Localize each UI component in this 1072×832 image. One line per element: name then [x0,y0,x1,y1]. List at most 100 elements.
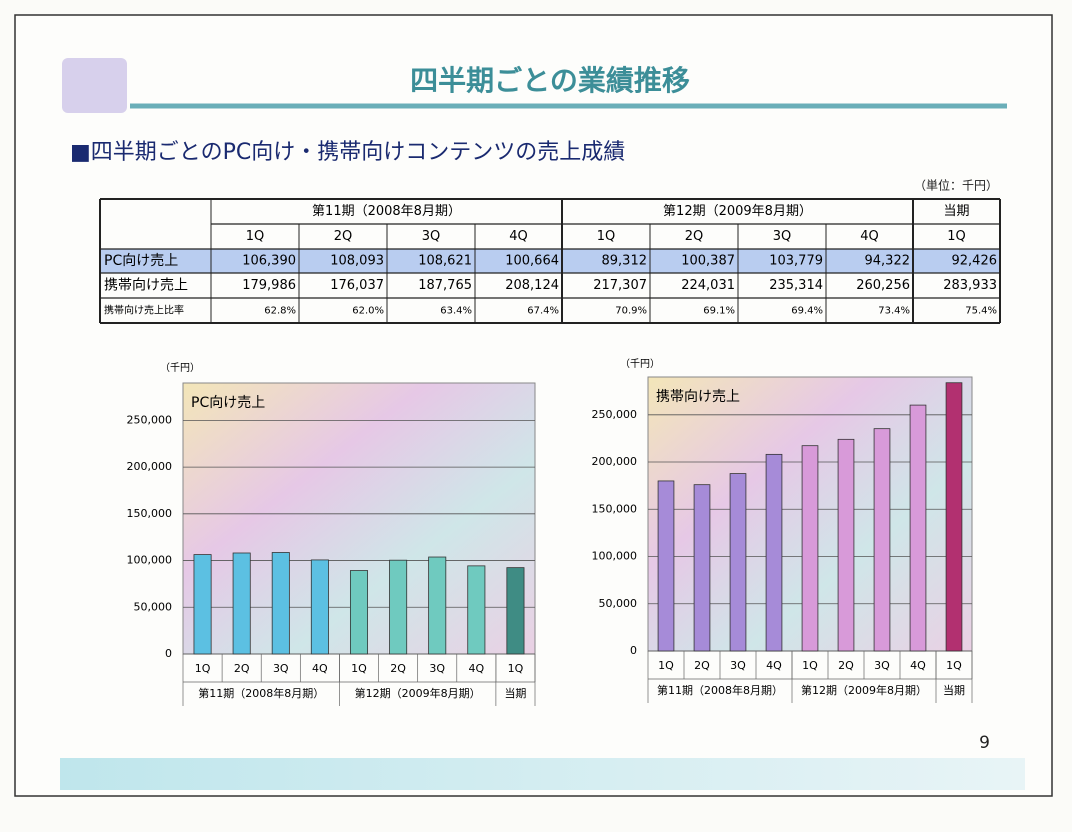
row-label: 携帯向け売上比率 [104,304,184,317]
quarter-header: 3Q [773,229,792,244]
x-tick-label: 1Q [802,659,818,672]
x-tick-label: 1Q [946,659,962,672]
row-label: 携帯向け売上 [104,278,188,294]
bar [389,559,408,655]
row-label: PC向け売上 [104,253,178,269]
bar [729,473,747,652]
period-header: 第12期（2009年8月期） [663,204,812,219]
x-tick-label: 3Q [874,659,890,672]
table-cell: 69.1% [703,306,735,317]
table-cell: 106,390 [242,254,296,269]
x-tick-label: 4Q [910,659,926,672]
unit-label: （千円） [620,358,660,370]
y-tick-label: 150,000 [592,502,638,515]
bar [428,556,447,655]
page-number: 9 [979,733,990,753]
y-tick-label: 150,000 [127,507,173,520]
group-label: 第11期（2008年8月期） [657,683,783,697]
table-cell: 103,779 [769,254,823,269]
unit-note: （単位：千円） [914,178,998,193]
unit-label: （千円） [160,362,200,374]
x-tick-label: 1Q [351,662,367,675]
bar [232,552,251,655]
quarter-header: 2Q [685,229,704,244]
bar [271,552,290,655]
quarter-header: 3Q [422,229,441,244]
period-header: 当期 [943,204,969,219]
x-tick-label: 2Q [694,659,710,672]
quarter-header: 4Q [860,229,879,244]
y-tick-label: 250,000 [592,408,638,421]
bar [467,565,486,655]
group-label: 第12期（2009年8月期） [801,683,927,697]
y-tick-label: 0 [165,647,172,660]
bar [657,480,675,652]
x-tick-label: 4Q [766,659,782,672]
x-tick-label: 4Q [468,662,484,675]
table-cell: 62.0% [352,306,384,317]
table-cell: 187,765 [418,278,472,293]
period-header: 第11期（2008年8月期） [312,204,461,219]
table-cell: 62.8% [264,306,296,317]
y-tick-label: 100,000 [592,550,638,563]
y-tick-label: 50,000 [134,600,173,613]
y-tick-label: 200,000 [592,455,638,468]
bar [506,567,525,655]
table-cell: 67.4% [527,306,559,317]
y-tick-label: 200,000 [127,460,173,473]
table-cell: 283,933 [943,278,997,293]
table-cell: 69.4% [791,306,823,317]
x-tick-label: 3Q [273,662,289,675]
table-cell: 235,314 [769,278,823,293]
group-label: 当期 [943,683,965,697]
table-cell: 108,093 [330,254,384,269]
table-cell: 179,986 [242,278,296,293]
quarter-header: 1Q [947,229,966,244]
table: 第11期（2008年8月期） 第12期（2009年8月期） 当期 1Q 2Q 3Q 4Q 1Q… [99,198,1001,324]
group-label: 当期 [504,686,526,700]
table-cell: 217,307 [593,278,647,293]
slide-title: 四半期ごとの業績推移 [410,64,690,97]
table-cell: 108,621 [418,254,472,269]
bar [873,428,891,652]
table-cell: 75.4% [965,306,997,317]
x-tick-label: 2Q [390,662,406,675]
table-cell: 63.4% [440,306,472,317]
bar [310,559,329,655]
table-cell: 176,037 [330,278,384,293]
bar [693,484,711,652]
chart-title: 携帯向け売上 [656,389,740,405]
table-cell: 73.4% [878,306,910,317]
quarter-header: 1Q [246,229,265,244]
bar [945,382,963,652]
table-cell: 208,124 [505,278,559,293]
bar [909,404,927,652]
x-tick-label: 1Q [658,659,674,672]
logo [62,58,127,113]
table-cell: 70.9% [615,306,647,317]
quarter-header: 2Q [334,229,353,244]
y-tick-label: 0 [630,644,637,657]
table-cell: 92,426 [952,254,998,269]
table-cell: 260,256 [856,278,910,293]
y-tick-label: 100,000 [127,554,173,567]
bar [801,445,819,652]
table-cell: 89,312 [602,254,648,269]
y-tick-label: 50,000 [599,597,638,610]
pc-row-bg [100,249,1000,273]
table-cell: 100,387 [681,254,735,269]
bar [193,554,212,655]
x-tick-label: 2Q [234,662,250,675]
table-cell: 94,322 [865,254,911,269]
x-tick-label: 3Q [429,662,445,675]
x-tick-label: 1Q [195,662,211,675]
bar [349,570,369,655]
section-title: ■四半期ごとのPC向け・携帯向けコンテンツの売上成績 [70,140,625,165]
group-label: 第11期（2008年8月期） [198,686,324,700]
x-tick-label: 2Q [838,659,854,672]
y-tick-label: 250,000 [127,413,173,426]
bar [765,453,783,652]
quarter-header: 1Q [597,229,616,244]
